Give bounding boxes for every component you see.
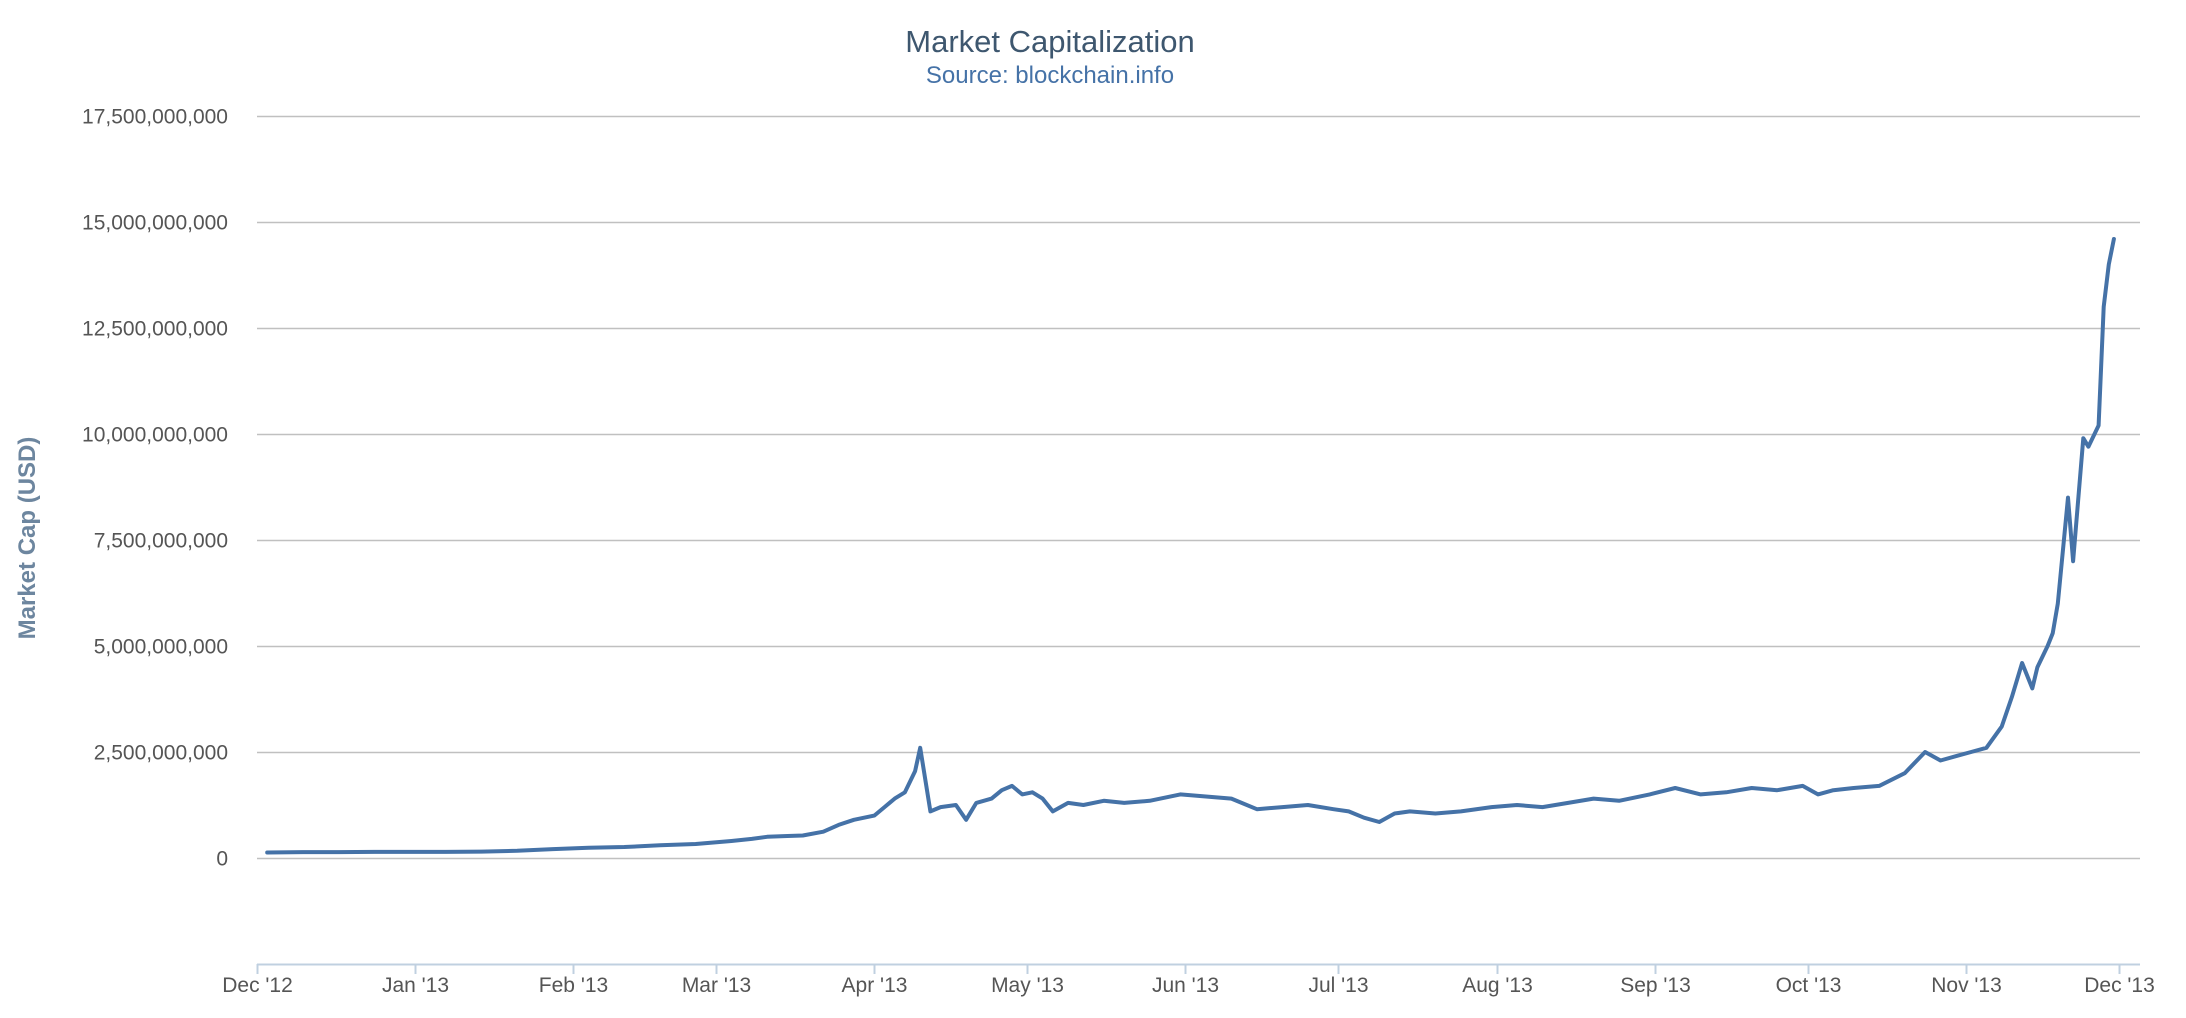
x-tick-label: Apr '13 <box>842 974 908 997</box>
x-tick-label: Oct '13 <box>1776 974 1842 997</box>
grid-lines <box>257 115 2140 860</box>
y-tick-label: 12,500,000,000 <box>82 318 228 341</box>
x-tick-label: Nov '13 <box>1931 974 2002 997</box>
x-tick-label: Jun '13 <box>1152 974 1219 997</box>
y-tick-label: 5,000,000,000 <box>94 636 228 659</box>
chart-title: Market Capitalization <box>905 24 1194 59</box>
series-group <box>265 237 2116 855</box>
x-tick-label: Mar '13 <box>682 974 751 997</box>
x-axis <box>256 963 2140 974</box>
x-tick-label: Dec '13 <box>2084 974 2155 997</box>
x-tick-label: Aug '13 <box>1462 974 1533 997</box>
y-tick-label: 7,500,000,000 <box>94 530 228 553</box>
x-tick-label: Feb '13 <box>539 974 608 997</box>
y-tick-label: 17,500,000,000 <box>82 106 228 129</box>
y-tick-label: 0 <box>216 848 228 871</box>
x-tick-label: Jul '13 <box>1308 974 1368 997</box>
x-tick-label: Jan '13 <box>382 974 449 997</box>
y-tick-label: 2,500,000,000 <box>94 742 228 765</box>
y-tick-label: 15,000,000,000 <box>82 212 228 235</box>
x-tick-label: May '13 <box>991 974 1064 997</box>
y-tick-label: 10,000,000,000 <box>82 424 228 447</box>
chart-subtitle: Source: blockchain.info <box>926 62 1174 89</box>
y-axis-label: Market Cap (USD) <box>14 437 41 640</box>
y-tick-labels: 0 2,500,000,000 5,000,000,000 7,500,000,000… <box>82 106 228 871</box>
x-tick-label: Sep '13 <box>1620 974 1691 997</box>
x-tick-labels: Dec '12 Jan '13 Feb '13 Mar '13 Apr '13 May '… <box>222 974 2155 997</box>
x-tick-label: Dec '12 <box>222 974 293 997</box>
series-line <box>265 237 2116 855</box>
